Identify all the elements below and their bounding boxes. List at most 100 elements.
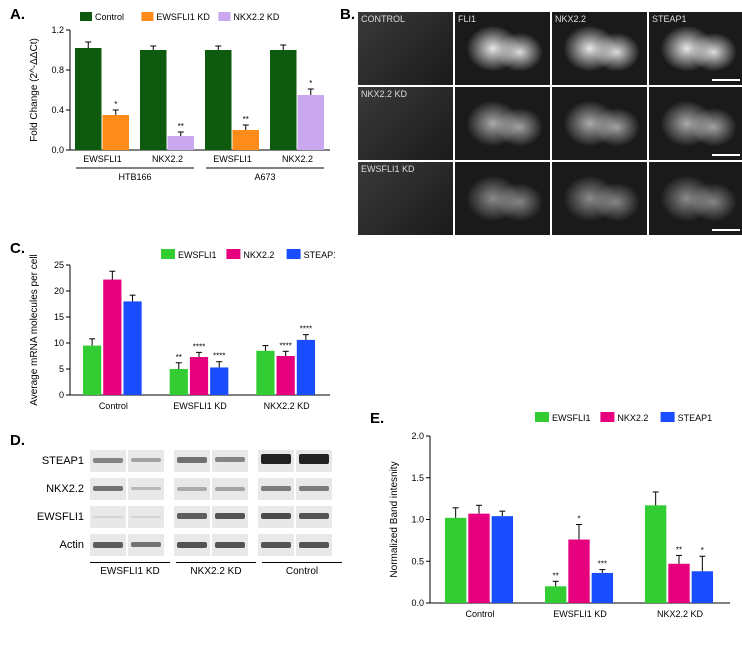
svg-text:STEAP1: STEAP1: [304, 250, 335, 260]
svg-text:*: *: [309, 79, 312, 88]
blot-lane: [174, 534, 210, 556]
svg-text:2.0: 2.0: [411, 431, 424, 441]
panel-d-western-blot: STEAP1 NKX2.2 EWSFLI1 ActinEWSFLI1 KD NKX2.2…: [30, 450, 348, 577]
blot-lane: [174, 450, 210, 472]
svg-text:20: 20: [54, 286, 64, 296]
svg-text:0.8: 0.8: [51, 65, 64, 75]
svg-text:0.5: 0.5: [411, 556, 424, 566]
blot-group-label: EWSFLI1 KD: [90, 562, 170, 577]
svg-text:EWSFLI1: EWSFLI1: [83, 154, 122, 164]
micro-col-label: STEAP1: [652, 14, 687, 24]
svg-text:****: ****: [213, 352, 225, 361]
blot-lane: [174, 506, 210, 528]
svg-text:STEAP1: STEAP1: [678, 413, 713, 423]
svg-text:***: ***: [598, 560, 607, 569]
micro-cell: [649, 162, 742, 235]
micro-cell: EWSFLI1 KD: [358, 162, 453, 235]
svg-text:NKX2.2: NKX2.2: [282, 154, 313, 164]
blot-lane: [90, 534, 126, 556]
panel-c-chart: 0 5 10 15 20 25 Average mRNA molecules per cel…: [25, 245, 335, 425]
blot-row: Actin: [30, 534, 348, 556]
svg-text:*: *: [114, 100, 117, 109]
panel-e-label: E.: [370, 410, 384, 427]
blot-lane: [128, 478, 164, 500]
svg-text:EWSFLI1 KD: EWSFLI1 KD: [173, 401, 227, 411]
svg-text:**: **: [178, 122, 184, 131]
panel-b-microscopy-grid: CONTROL FLI1 NKX2.2 STEAP1 NKX2.2 KD EWSFLI1 …: [358, 12, 742, 235]
svg-text:15: 15: [54, 312, 64, 322]
blot-lane: [90, 450, 126, 472]
svg-text:Normalized Band intesnity: Normalized Band intesnity: [389, 461, 400, 577]
svg-text:Control: Control: [95, 12, 124, 22]
blot-lane: [128, 450, 164, 472]
micro-cell: [552, 87, 647, 160]
micro-col-label: FLI1: [458, 14, 476, 24]
svg-text:****: ****: [193, 342, 205, 351]
micro-cell: [552, 162, 647, 235]
svg-text:0: 0: [59, 390, 64, 400]
blot-row-label: Actin: [30, 539, 90, 551]
blot-lane: [258, 450, 294, 472]
blot-row: NKX2.2: [30, 478, 348, 500]
svg-text:NKX2.2 KD: NKX2.2 KD: [233, 12, 280, 22]
blot-lane: [128, 506, 164, 528]
micro-row-label: NKX2.2 KD: [361, 89, 407, 99]
svg-text:EWSFLI1 KD: EWSFLI1 KD: [156, 12, 210, 22]
svg-text:**: **: [676, 545, 682, 554]
blot-lane: [174, 478, 210, 500]
blot-lane: [212, 450, 248, 472]
svg-text:**: **: [176, 353, 182, 362]
svg-text:1.0: 1.0: [411, 515, 424, 525]
micro-col-label: NKX2.2: [555, 14, 586, 24]
svg-text:Average mRNA molecules per cel: Average mRNA molecules per cell: [29, 254, 40, 406]
blot-row-label: STEAP1: [30, 455, 90, 467]
panel-a-label: A.: [10, 6, 25, 23]
micro-cell: [649, 87, 742, 160]
svg-text:A673: A673: [254, 172, 275, 182]
blot-lane: [296, 478, 332, 500]
panel-a-chart: 0.0 0.4 0.8 1.2 Fold Change (2^-ΔΔCt) Control…: [25, 10, 335, 190]
panel-c-label: C.: [10, 240, 25, 257]
svg-text:EWSFLI1: EWSFLI1: [178, 250, 217, 260]
svg-text:*: *: [701, 546, 704, 555]
blot-row: EWSFLI1: [30, 506, 348, 528]
svg-text:NKX2.2 KD: NKX2.2 KD: [264, 401, 311, 411]
micro-cell: NKX2.2: [552, 12, 647, 85]
svg-text:NKX2.2: NKX2.2: [152, 154, 183, 164]
blot-row: STEAP1: [30, 450, 348, 472]
micro-cell: FLI1: [455, 12, 550, 85]
svg-text:EWSFLI1: EWSFLI1: [213, 154, 252, 164]
svg-text:10: 10: [54, 338, 64, 348]
blot-lane: [212, 506, 248, 528]
svg-text:****: ****: [300, 325, 312, 334]
blot-row-label: NKX2.2: [30, 483, 90, 495]
blot-lane: [296, 534, 332, 556]
svg-text:****: ****: [279, 341, 291, 350]
svg-text:**: **: [553, 571, 559, 580]
svg-text:EWSFLI1: EWSFLI1: [552, 413, 591, 423]
micro-row-label: EWSFLI1 KD: [361, 164, 415, 174]
micro-col-label: CONTROL: [361, 14, 405, 24]
micro-cell: STEAP1: [649, 12, 742, 85]
panel-d-label: D.: [10, 432, 25, 449]
svg-text:1.2: 1.2: [51, 25, 64, 35]
blot-lane: [258, 534, 294, 556]
micro-cell: NKX2.2 KD: [358, 87, 453, 160]
micro-cell: [455, 162, 550, 235]
svg-text:Control: Control: [465, 609, 494, 619]
blot-lane: [90, 478, 126, 500]
svg-text:Control: Control: [99, 401, 128, 411]
svg-text:5: 5: [59, 364, 64, 374]
svg-text:0.4: 0.4: [51, 105, 64, 115]
blot-lane: [128, 534, 164, 556]
blot-group-label: NKX2.2 KD: [176, 562, 256, 577]
svg-text:EWSFLI1 KD: EWSFLI1 KD: [553, 609, 607, 619]
micro-cell: [455, 87, 550, 160]
svg-text:NKX2.2 KD: NKX2.2 KD: [657, 609, 704, 619]
blot-lane: [258, 506, 294, 528]
svg-text:25: 25: [54, 260, 64, 270]
blot-group-label: Control: [262, 562, 342, 577]
panel-e-chart: 0.00.51.01.52.0Normalized Band intesnity…: [385, 408, 735, 633]
svg-text:Fold Change (2^-ΔΔCt): Fold Change (2^-ΔΔCt): [29, 38, 40, 142]
svg-text:0.0: 0.0: [51, 145, 64, 155]
